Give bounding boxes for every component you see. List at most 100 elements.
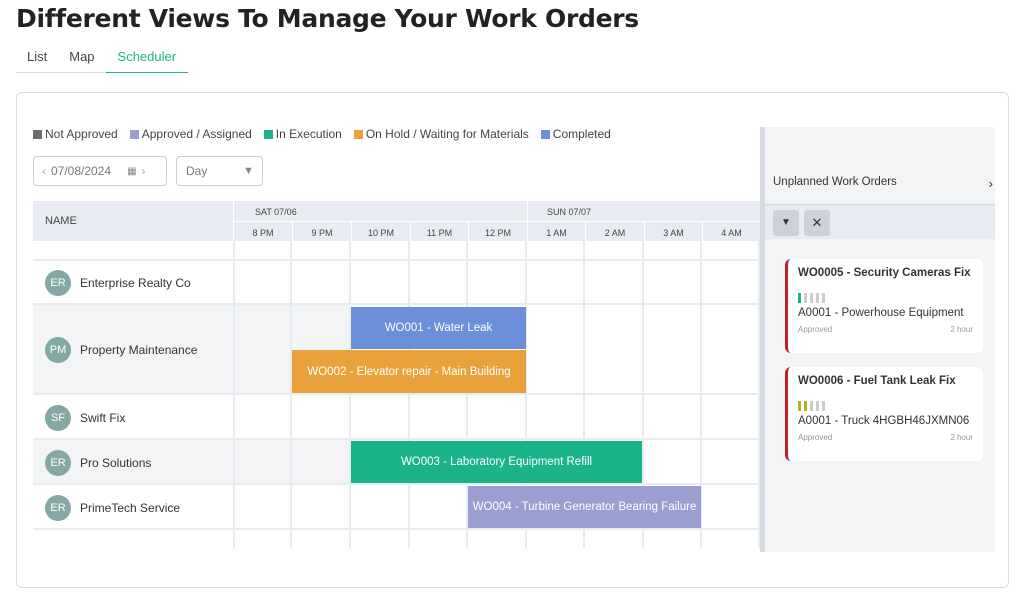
time-slot[interactable]	[233, 530, 292, 548]
event-wo001[interactable]: WO001 - Water Leak	[351, 307, 526, 349]
unplanned-title: Unplanned Work Orders	[773, 176, 897, 188]
name-cell	[33, 530, 233, 548]
hour-header: 4 AM	[702, 221, 760, 241]
hour-header: 2 AM	[585, 221, 644, 241]
time-slot[interactable]	[702, 241, 760, 261]
time-slot[interactable]	[410, 241, 468, 261]
event-wo002[interactable]: WO002 - Elevator repair - Main Building	[292, 350, 526, 393]
time-slot[interactable]	[351, 261, 410, 305]
unplanned-work-order[interactable]: WO0005 - Security Cameras Fix A0001 - Po…	[785, 259, 983, 353]
hour-header: 11 PM	[410, 221, 468, 241]
time-slot[interactable]	[702, 440, 760, 485]
time-slot[interactable]	[292, 395, 351, 440]
hour-header: 3 AM	[644, 221, 702, 241]
time-slot[interactable]	[644, 395, 702, 440]
time-slot[interactable]	[233, 395, 292, 440]
time-slot[interactable]	[585, 241, 644, 261]
hour-header: 12 PM	[468, 221, 527, 241]
tab-list[interactable]: List	[16, 44, 59, 73]
time-slot[interactable]	[292, 241, 351, 261]
legend-completed: Completed	[540, 127, 611, 141]
event-wo004[interactable]: WO004 - Turbine Generator Bearing Failur…	[468, 486, 701, 528]
time-slot[interactable]	[702, 305, 760, 395]
avatar: ER	[45, 449, 71, 476]
wo-title: WO0005 - Security Cameras Fix	[798, 267, 971, 279]
time-slot[interactable]	[527, 241, 585, 261]
next-date-icon[interactable]: ›	[141, 164, 146, 178]
hour-header: 9 PM	[292, 221, 351, 241]
time-slot[interactable]	[644, 261, 702, 305]
time-slot[interactable]	[468, 395, 527, 440]
tab-map[interactable]: Map	[58, 44, 106, 73]
time-slot[interactable]	[585, 305, 644, 395]
resource-name: PrimeTech Service	[80, 500, 181, 515]
time-slot[interactable]	[644, 241, 702, 261]
time-slot[interactable]	[585, 395, 644, 440]
time-slot[interactable]	[233, 261, 292, 305]
time-slot[interactable]	[351, 530, 410, 548]
time-slot[interactable]	[468, 261, 527, 305]
time-slot[interactable]	[233, 241, 292, 261]
filter-button[interactable]: ▼	[773, 210, 799, 236]
time-slot[interactable]	[527, 261, 585, 305]
avatar: ER	[45, 270, 71, 296]
time-slot[interactable]	[585, 261, 644, 305]
chevron-right-icon[interactable]: ›	[988, 176, 993, 191]
name-cell	[33, 241, 233, 261]
time-slot[interactable]	[468, 241, 527, 261]
event-wo003[interactable]: WO003 - Laboratory Equipment Refill	[351, 441, 642, 483]
time-slot[interactable]	[410, 530, 468, 548]
time-slot[interactable]	[292, 530, 351, 548]
tab-scheduler[interactable]: Scheduler	[105, 44, 189, 73]
clear-filter-button[interactable]: ✕	[804, 210, 830, 236]
view-tabs: List Map Scheduler	[16, 44, 189, 73]
time-slot[interactable]	[527, 395, 585, 440]
time-slot[interactable]	[233, 305, 292, 395]
view-select[interactable]: Day ▼	[176, 156, 263, 186]
time-slot[interactable]	[702, 530, 760, 548]
time-slot[interactable]	[644, 440, 702, 485]
scheduler-card	[16, 92, 1009, 588]
priority-icon	[798, 401, 983, 411]
chevron-down-icon: ▼	[243, 165, 254, 177]
time-slot[interactable]	[351, 485, 410, 530]
time-slot[interactable]	[702, 395, 760, 440]
time-slot[interactable]	[702, 261, 760, 305]
unplanned-toolbar: ▼ ✕	[765, 204, 995, 239]
prev-date-icon[interactable]: ‹	[42, 164, 46, 178]
time-slot[interactable]	[410, 395, 468, 440]
legend-in-execution: In Execution	[263, 127, 342, 141]
time-slot[interactable]	[585, 530, 644, 548]
resource-row: PM Property Maintenance	[33, 305, 233, 395]
time-slot[interactable]	[644, 530, 702, 548]
time-slot[interactable]	[644, 305, 702, 395]
hour-header: 1 AM	[527, 221, 585, 241]
time-slot[interactable]	[292, 440, 351, 485]
time-slot[interactable]	[468, 530, 527, 548]
wo-asset: A0001 - Truck 4HGBH46JXMN06	[798, 415, 970, 427]
time-slot[interactable]	[292, 261, 351, 305]
wo-status: Approved	[798, 325, 833, 334]
time-slot[interactable]	[233, 485, 292, 530]
time-slot[interactable]	[527, 305, 585, 395]
time-slot[interactable]	[351, 395, 410, 440]
time-slot[interactable]	[527, 530, 585, 548]
date-picker[interactable]: ‹ 07/08/2024 ▦ ›	[33, 156, 167, 186]
resource-row: SF Swift Fix	[33, 395, 233, 440]
resource-row: ER PrimeTech Service	[33, 485, 233, 530]
unplanned-header[interactable]: Unplanned Work Orders ›	[773, 176, 993, 191]
wo-title: WO0006 - Fuel Tank Leak Fix	[798, 375, 956, 387]
time-slot[interactable]	[233, 440, 292, 485]
time-slot[interactable]	[410, 485, 468, 530]
time-slot[interactable]	[410, 261, 468, 305]
time-slot[interactable]	[351, 241, 410, 261]
resource-name: Property Maintenance	[80, 343, 198, 357]
avatar: PM	[45, 337, 71, 363]
unplanned-work-order[interactable]: WO0006 - Fuel Tank Leak Fix A0001 - Truc…	[785, 367, 983, 461]
view-select-value: Day	[186, 164, 208, 178]
wo-duration: 2 hour	[950, 433, 973, 442]
resource-name: Pro Solutions	[80, 455, 152, 470]
time-slot[interactable]	[292, 485, 351, 530]
calendar-icon[interactable]: ▦	[127, 165, 137, 177]
time-slot[interactable]	[702, 485, 760, 530]
